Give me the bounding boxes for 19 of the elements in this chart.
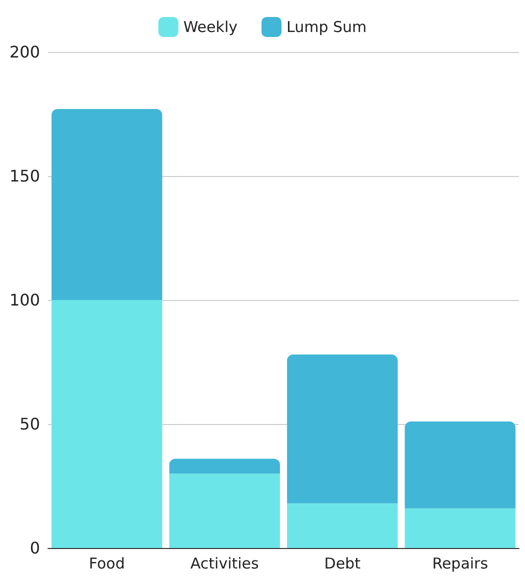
x-tick-label: Activities — [190, 554, 260, 572]
bar — [287, 354, 398, 504]
y-tick-label: 0 — [30, 538, 40, 558]
bar — [404, 508, 516, 548]
bar — [287, 503, 398, 548]
bar — [52, 300, 162, 548]
y-tick-label: 50 — [20, 414, 40, 434]
legend-label: Weekly — [183, 18, 238, 36]
bar — [404, 422, 516, 508]
y-tick-label: 200 — [9, 42, 40, 62]
legend-label: Lump Sum — [286, 18, 367, 36]
x-tick-label: Food — [88, 554, 125, 572]
x-tick-label: Repairs — [432, 554, 488, 572]
x-tick-label: Debt — [324, 554, 361, 572]
y-tick-label: 150 — [9, 166, 40, 186]
y-tick-label: 100 — [9, 290, 40, 310]
bar — [169, 474, 280, 548]
bar — [169, 458, 280, 474]
bar — [52, 109, 162, 300]
